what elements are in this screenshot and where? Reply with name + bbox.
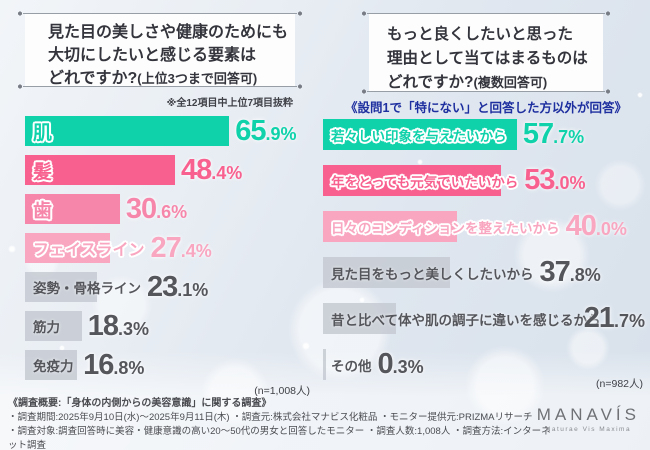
bar-value: 0.3% [377, 348, 424, 380]
manavis-logo: MANAVÍS Naturae Vis Maxima [537, 405, 640, 433]
chart-2-sample-size: (n=982人) [596, 378, 643, 390]
bar-fill [323, 303, 396, 334]
bar-value: 48.4% [181, 153, 243, 186]
bar-fill [323, 211, 458, 242]
bar-row: 免疫力 16.8% [25, 350, 308, 380]
question-1-line-1: 見た目の美しさや健康のためにも [48, 24, 289, 41]
bar-label: フェイスライン [33, 242, 145, 259]
question-2-line-3: どれですか?(複数回答可) [387, 74, 548, 91]
question-2-condition: (複数回答可) [473, 75, 548, 90]
bar-value: 18.3% [87, 309, 150, 342]
bar-row: 歯 30.6% [25, 194, 308, 224]
question-1-condition: (上位3つまで回答可) [137, 71, 258, 86]
bar-label: 筋力 [33, 320, 60, 335]
bar-row: 見た目をもっと美しくしたいから 37.8% [323, 257, 645, 288]
chart-2-bars: 若々しい印象を与えたいから 57.7% 年をとっても元気でいたいから 53.0% 日々の… [323, 119, 645, 395]
survey-overview: 《調査概要:「身体の内側からの美容意識」に関する調査》 ・調査期間:2025年9… [8, 397, 553, 450]
manavis-logo-tagline: Naturae Vis Maxima [545, 426, 632, 433]
question-2-line-1: もっと良くしたいと思った [387, 26, 574, 43]
bar-row: フェイスライン 27.4% [25, 233, 308, 263]
bar-value: 23.1% [147, 270, 209, 303]
bar-row: 日々のコンディションを整えたいから 40.0% [323, 211, 645, 242]
bar-label: 髪 [33, 161, 53, 183]
survey-overview-line-3: ・調査対象:調査回答時に美容・健康意識の高い20〜50代の男女と回答したモニター… [8, 426, 551, 450]
manavis-logo-wordmark: MANAVÍS [536, 405, 640, 424]
bar-label: 見た目をもっと美しくしたいから [331, 266, 534, 282]
bar-row: 髪 48.4% [25, 155, 308, 185]
bar-fill [25, 155, 176, 185]
bar-label: 昔と比べて体や肌の調子に違いを感じるから [331, 312, 601, 328]
bar-row: その他 0.3% [323, 349, 645, 380]
bar-row: 肌 65.9% [25, 116, 308, 146]
bar-fill [25, 350, 78, 380]
question-2-filter-note: 《設問1で「特にない」と回答した方以外が回答》 [345, 101, 627, 115]
bar-fill [25, 194, 120, 224]
bar-row: 姿勢・骨格ライン 23.1% [25, 272, 308, 302]
question-1-line-2: 大切にしたいと感じる要素は [48, 47, 257, 64]
bar-value: 30.6% [125, 192, 188, 225]
bar-value: 16.8% [83, 348, 145, 381]
bar-label: 若々しい印象を与えたいから [331, 128, 507, 144]
bar-label: 歯 [33, 200, 53, 222]
bar-value: 53.0% [524, 164, 586, 196]
bar-value: 21.7% [583, 302, 645, 334]
bar-fill [25, 116, 230, 146]
bar-label: 肌 [33, 122, 53, 144]
bar-row: 年をとっても元気でいたいから 53.0% [323, 165, 645, 196]
question-1-line-3: どれですか?(上位3つまで回答可) [48, 70, 258, 87]
chart-1-bars: 肌 65.9% 髪 48.4% 歯 30.6% フェイスライン 27.4% 姿勢・骨格ライン 23… [25, 116, 308, 389]
bar-fill [323, 349, 326, 380]
bar-fill [25, 233, 110, 263]
bar-label: 姿勢・骨格ライン [33, 281, 141, 296]
bar-fill [25, 272, 97, 302]
bar-fill [323, 165, 502, 196]
bar-fill [323, 257, 450, 288]
survey-overview-title: 《調査概要:「身体の内側からの美容意識」に関する調査》 [8, 398, 272, 409]
question-2-box: もっと良くしたいと思った 理由として当てはまるものは どれですか?(複数回答可) [362, 11, 610, 94]
decor-rule-bottom [18, 84, 302, 89]
bar-value: 40.0% [565, 210, 627, 242]
decor-rule-top [18, 11, 302, 16]
question-2-line-2: 理由として当てはまるものは [387, 50, 588, 67]
bar-label: 年をとっても元気でいたいから [331, 174, 519, 190]
bar-row: 若々しい印象を与えたいから 57.7% [323, 119, 645, 150]
bar-row: 筋力 18.3% [25, 311, 308, 341]
decor-rule-top [362, 11, 610, 16]
bar-value: 37.8% [539, 256, 601, 288]
question-1-box: 見た目の美しさや健康のためにも 大切にしたいと感じる要素は どれですか?(上位3… [18, 11, 302, 89]
bar-row: 昔と比べて体や肌の調子に違いを感じるから 21.7% [323, 303, 645, 334]
question-1-note: ※全12項目中上位7項目抜粋 [166, 98, 293, 109]
chart-1-sample-size: (n=1,008人) [254, 385, 310, 397]
survey-overview-line-2: ・調査期間:2025年9月10日(水)〜2025年9月11日(木) ・調査元:株… [8, 412, 533, 423]
bar-label: その他 [331, 358, 372, 374]
bar-value: 65.9% [235, 114, 297, 147]
bar-value: 27.4% [150, 231, 212, 264]
bar-value: 57.7% [522, 118, 585, 150]
decor-rule-bottom [362, 89, 610, 94]
bar-fill [323, 119, 517, 150]
bar-label: 日々のコンディションを整えたいから [331, 220, 560, 236]
bar-label: 免疫力 [33, 359, 74, 374]
bar-fill [25, 311, 82, 341]
